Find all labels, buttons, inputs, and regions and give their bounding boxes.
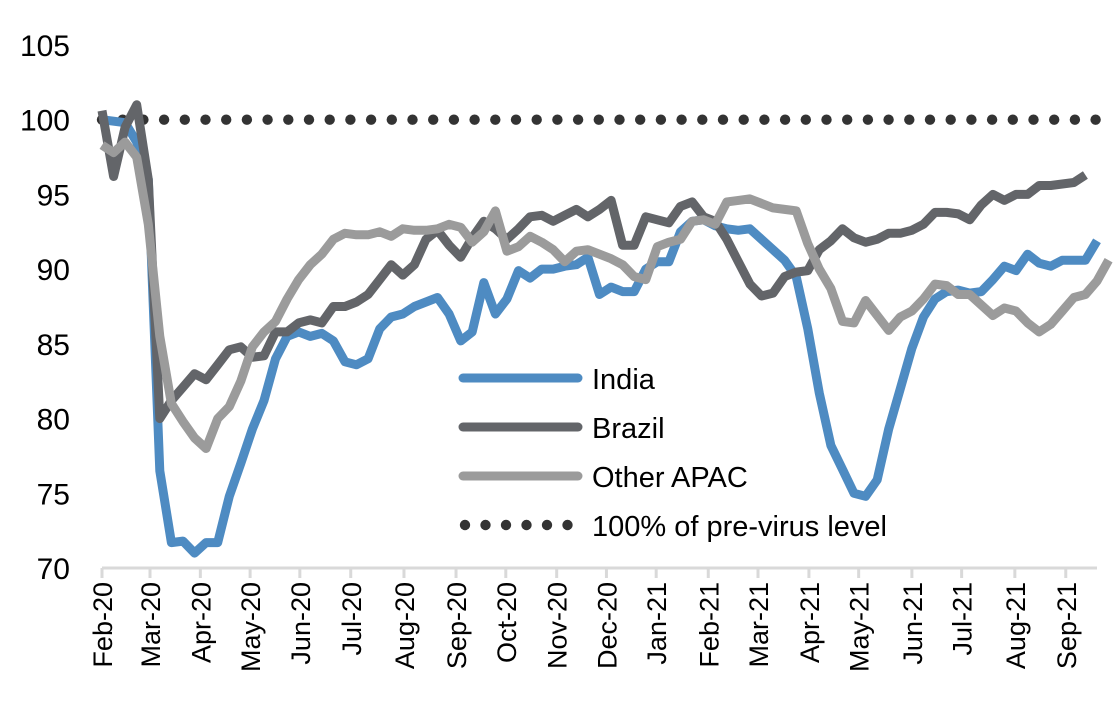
reference-dot (428, 114, 439, 125)
reference-dot (593, 114, 604, 125)
reference-dot (1007, 114, 1018, 125)
legend-label: India (592, 364, 656, 396)
legend-swatch-dot (562, 519, 573, 531)
reference-dot (510, 114, 522, 125)
x-tick-label: Jul-20 (337, 582, 367, 656)
reference-dot (386, 114, 397, 125)
reference-dot (759, 114, 770, 125)
reference-dot (200, 114, 211, 125)
x-tick-label: Oct-20 (492, 582, 522, 663)
reference-dot (365, 114, 377, 125)
y-tick-label: 70 (37, 553, 70, 586)
legend-swatch-dot (480, 519, 491, 531)
reference-dot (697, 114, 708, 125)
reference-dot (490, 114, 501, 125)
reference-dot (945, 114, 956, 125)
series-group (97, 100, 1113, 558)
x-tick-label: Feb-20 (88, 582, 118, 668)
reference-dot (1049, 114, 1060, 125)
y-tick-label: 80 (37, 404, 70, 437)
reference-dot (635, 114, 646, 125)
y-axis-ticks: 70 75 80 85 90 95 100 105 (20, 30, 70, 586)
x-tick-label: Mar-21 (744, 582, 774, 668)
y-tick-label: 105 (20, 30, 70, 63)
x-tick-label: Jun-21 (898, 582, 928, 665)
y-tick-label: 90 (37, 254, 70, 287)
x-tick-label: Aug-20 (390, 582, 420, 669)
x-tick-label: Mar-20 (136, 582, 166, 668)
x-axis (100, 566, 1097, 578)
legend-label: Brazil (592, 413, 665, 445)
reference-dot (241, 114, 253, 125)
reference-dot (986, 114, 998, 125)
series-line-other-apac (99, 137, 1113, 453)
x-tick-label: May-20 (236, 582, 266, 672)
legend-swatch-dot (500, 519, 512, 531)
reference-dot (158, 114, 170, 125)
series-line-india (101, 115, 1101, 558)
legend-label: 100% of pre-virus level (592, 511, 887, 543)
x-tick-label: May-21 (845, 582, 875, 672)
reference-dot (1069, 114, 1081, 125)
reference-dot (283, 114, 294, 125)
x-tick-label: Dec-20 (592, 582, 622, 669)
reference-dot (800, 114, 811, 125)
x-tick-label: Aug-21 (1001, 582, 1031, 669)
reference-dot (469, 114, 480, 125)
x-tick-label: Apr-21 (795, 582, 825, 663)
y-tick-label: 75 (37, 478, 70, 511)
reference-dot (262, 114, 273, 125)
x-tick-label: Nov-20 (543, 582, 573, 669)
x-tick-label: Apr-20 (186, 582, 216, 663)
reference-dot (883, 114, 894, 125)
x-tick-label: Sep-21 (1052, 582, 1082, 669)
legend-swatch-dot (521, 519, 532, 531)
reference-dot (779, 114, 791, 125)
reference-dot (407, 114, 418, 125)
y-tick-label: 85 (37, 329, 70, 362)
reference-dot (842, 114, 853, 125)
reference-dot (1090, 114, 1101, 125)
x-tick-label: Jul-21 (948, 582, 978, 656)
legend-label: Other APAC (592, 462, 748, 494)
legend: India Brazil Other APAC 100% of pre-virus l… (458, 364, 887, 543)
reference-dot (1028, 114, 1039, 125)
reference-dot (572, 114, 584, 125)
series-line-brazil (97, 100, 1088, 424)
reference-dot (966, 114, 977, 125)
reference-line-100 (96, 114, 1101, 125)
reference-dot (179, 114, 190, 125)
y-tick-label: 95 (37, 179, 70, 212)
reference-dot (324, 114, 335, 125)
reference-dot (303, 114, 315, 125)
reference-dot (862, 114, 874, 125)
legend-swatch-dot (541, 519, 553, 531)
reference-dot (531, 114, 542, 125)
reference-dot (821, 114, 832, 125)
y-tick-label: 100 (20, 105, 70, 138)
x-tick-label: Sep-20 (442, 582, 472, 669)
reference-dot (552, 114, 563, 125)
reference-dot (904, 114, 915, 125)
x-axis-ticks: Feb-20 Mar-20 Apr-20 May-20 Jun-20 Jul-20 Aug-… (88, 582, 1082, 672)
reference-dot (924, 114, 936, 125)
x-tick-label: Jan-21 (642, 582, 672, 665)
reference-dot (448, 114, 460, 125)
reference-dot (655, 114, 667, 125)
reference-dot (614, 114, 625, 125)
reference-dot (676, 114, 687, 125)
reference-dot (738, 114, 749, 125)
reference-dot (345, 114, 356, 125)
reference-dot (717, 114, 729, 125)
reference-dot (221, 114, 232, 125)
legend-swatch-dot (459, 519, 471, 531)
x-tick-label: Jun-20 (286, 582, 316, 665)
x-tick-label: Feb-21 (694, 582, 724, 668)
